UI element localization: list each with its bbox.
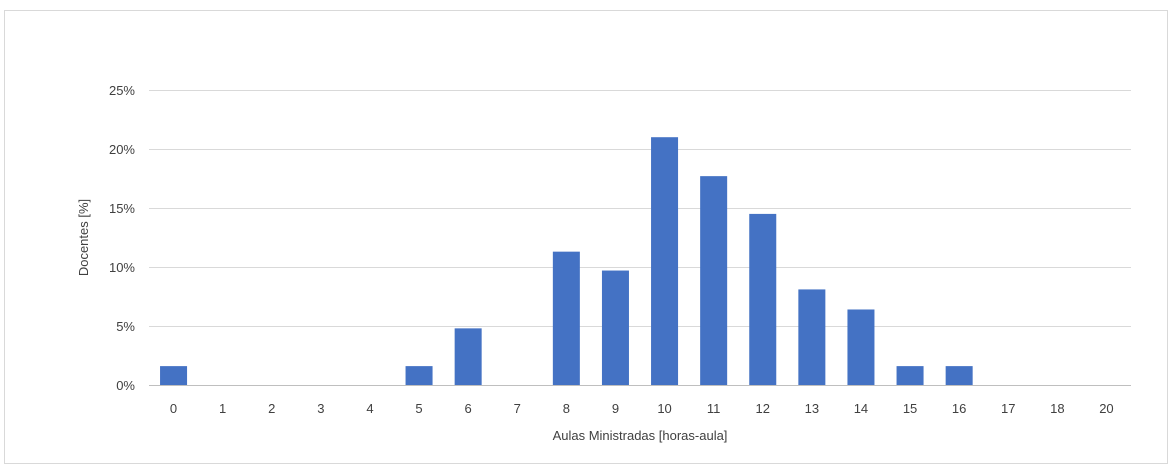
y-tick-label: 15% <box>109 201 135 216</box>
x-tick-label: 1 <box>219 401 226 416</box>
x-tick-label: 9 <box>612 401 619 416</box>
bar-14 <box>847 309 875 385</box>
bar-chart: 0%5%10%15%20%25% 0 1 2 3 4 5 6 7 8 9 10 11 12 13 14 15 1… <box>76 83 1131 443</box>
x-tick-label: 11 <box>707 401 721 416</box>
x-tick-label: 2 <box>268 401 275 416</box>
x-tick-label: 4 <box>366 401 373 416</box>
x-tick-label: 18 <box>1050 401 1064 416</box>
bars <box>160 137 973 385</box>
gridlines <box>149 90 1131 327</box>
y-tick-label: 20% <box>109 142 135 157</box>
x-tick-label: 14 <box>854 401 868 416</box>
x-tick-label: 17 <box>1001 401 1015 416</box>
bar-15 <box>896 366 924 385</box>
bar-13 <box>798 289 826 385</box>
bar-6 <box>454 328 482 385</box>
x-tick-label: 13 <box>805 401 819 416</box>
bar-8 <box>552 251 580 385</box>
x-tick-label: 5 <box>415 401 422 416</box>
x-tick-label: 12 <box>756 401 770 416</box>
y-axis-title: Docentes [%] <box>76 199 91 276</box>
x-tick-labels: 0 1 2 3 4 5 6 7 8 9 10 11 12 13 14 15 16 17 18 20 <box>170 401 1114 416</box>
x-tick-label: 15 <box>903 401 917 416</box>
x-tick-label: 6 <box>465 401 472 416</box>
bar-10 <box>651 137 679 385</box>
y-tick-labels: 0% 5% 10% 15% 20% 25% <box>109 83 135 393</box>
bar-16 <box>945 366 973 385</box>
x-tick-label: 7 <box>514 401 521 416</box>
y-tick-label: 25% <box>109 83 135 98</box>
bar-9 <box>601 270 629 385</box>
y-tick-label: 5% <box>116 319 135 334</box>
x-tick-label: 8 <box>563 401 570 416</box>
x-tick-label: 16 <box>952 401 966 416</box>
bar-5 <box>405 366 433 385</box>
x-tick-label: 3 <box>317 401 324 416</box>
y-tick-label: 10% <box>109 260 135 275</box>
x-tick-label: 10 <box>657 401 671 416</box>
x-tick-label: 20 <box>1099 401 1113 416</box>
x-axis-title: Aulas Ministradas [horas-aula] <box>553 428 728 443</box>
x-tick-label: 0 <box>170 401 177 416</box>
bar-12 <box>749 213 777 385</box>
chart-frame: 0% 5% 10% 15% 20% 25% 0 1 2 3 4 5 6 7 8 9 10 11 12 13 14 15 1… <box>4 10 1168 464</box>
bar-11 <box>700 176 728 385</box>
y-tick-label: 0% <box>116 378 135 393</box>
bar-0 <box>160 366 188 385</box>
